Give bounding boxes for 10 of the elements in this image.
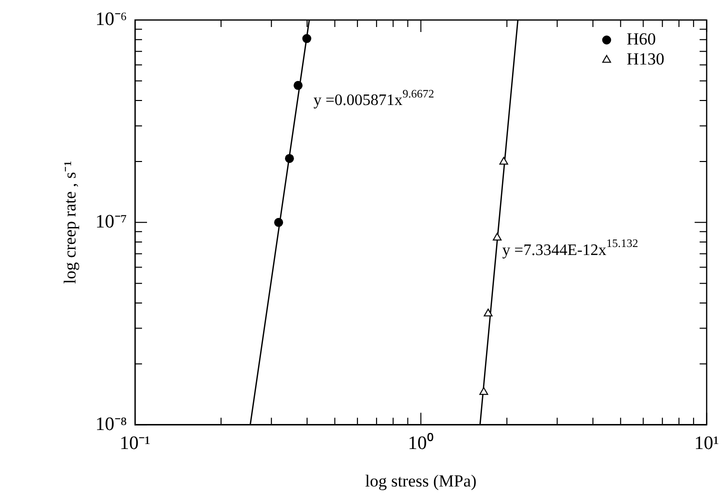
y-tick-label: 10⁻⁶ <box>95 8 128 30</box>
x-tick-label: 10⁰ <box>408 432 434 454</box>
legend-label: H130 <box>626 49 664 68</box>
x-tick-label: 10¹ <box>694 433 720 454</box>
legend-label: H60 <box>626 29 656 48</box>
y-tick-label: 10⁻⁸ <box>95 414 128 435</box>
x-tick-label: 10⁻¹ <box>120 433 151 454</box>
y-axis-title: log creep rate , s⁻¹ <box>60 160 80 284</box>
y-tick-label: 10⁻⁷ <box>95 211 128 232</box>
x-axis-title: log stress (MPa) <box>365 471 477 490</box>
